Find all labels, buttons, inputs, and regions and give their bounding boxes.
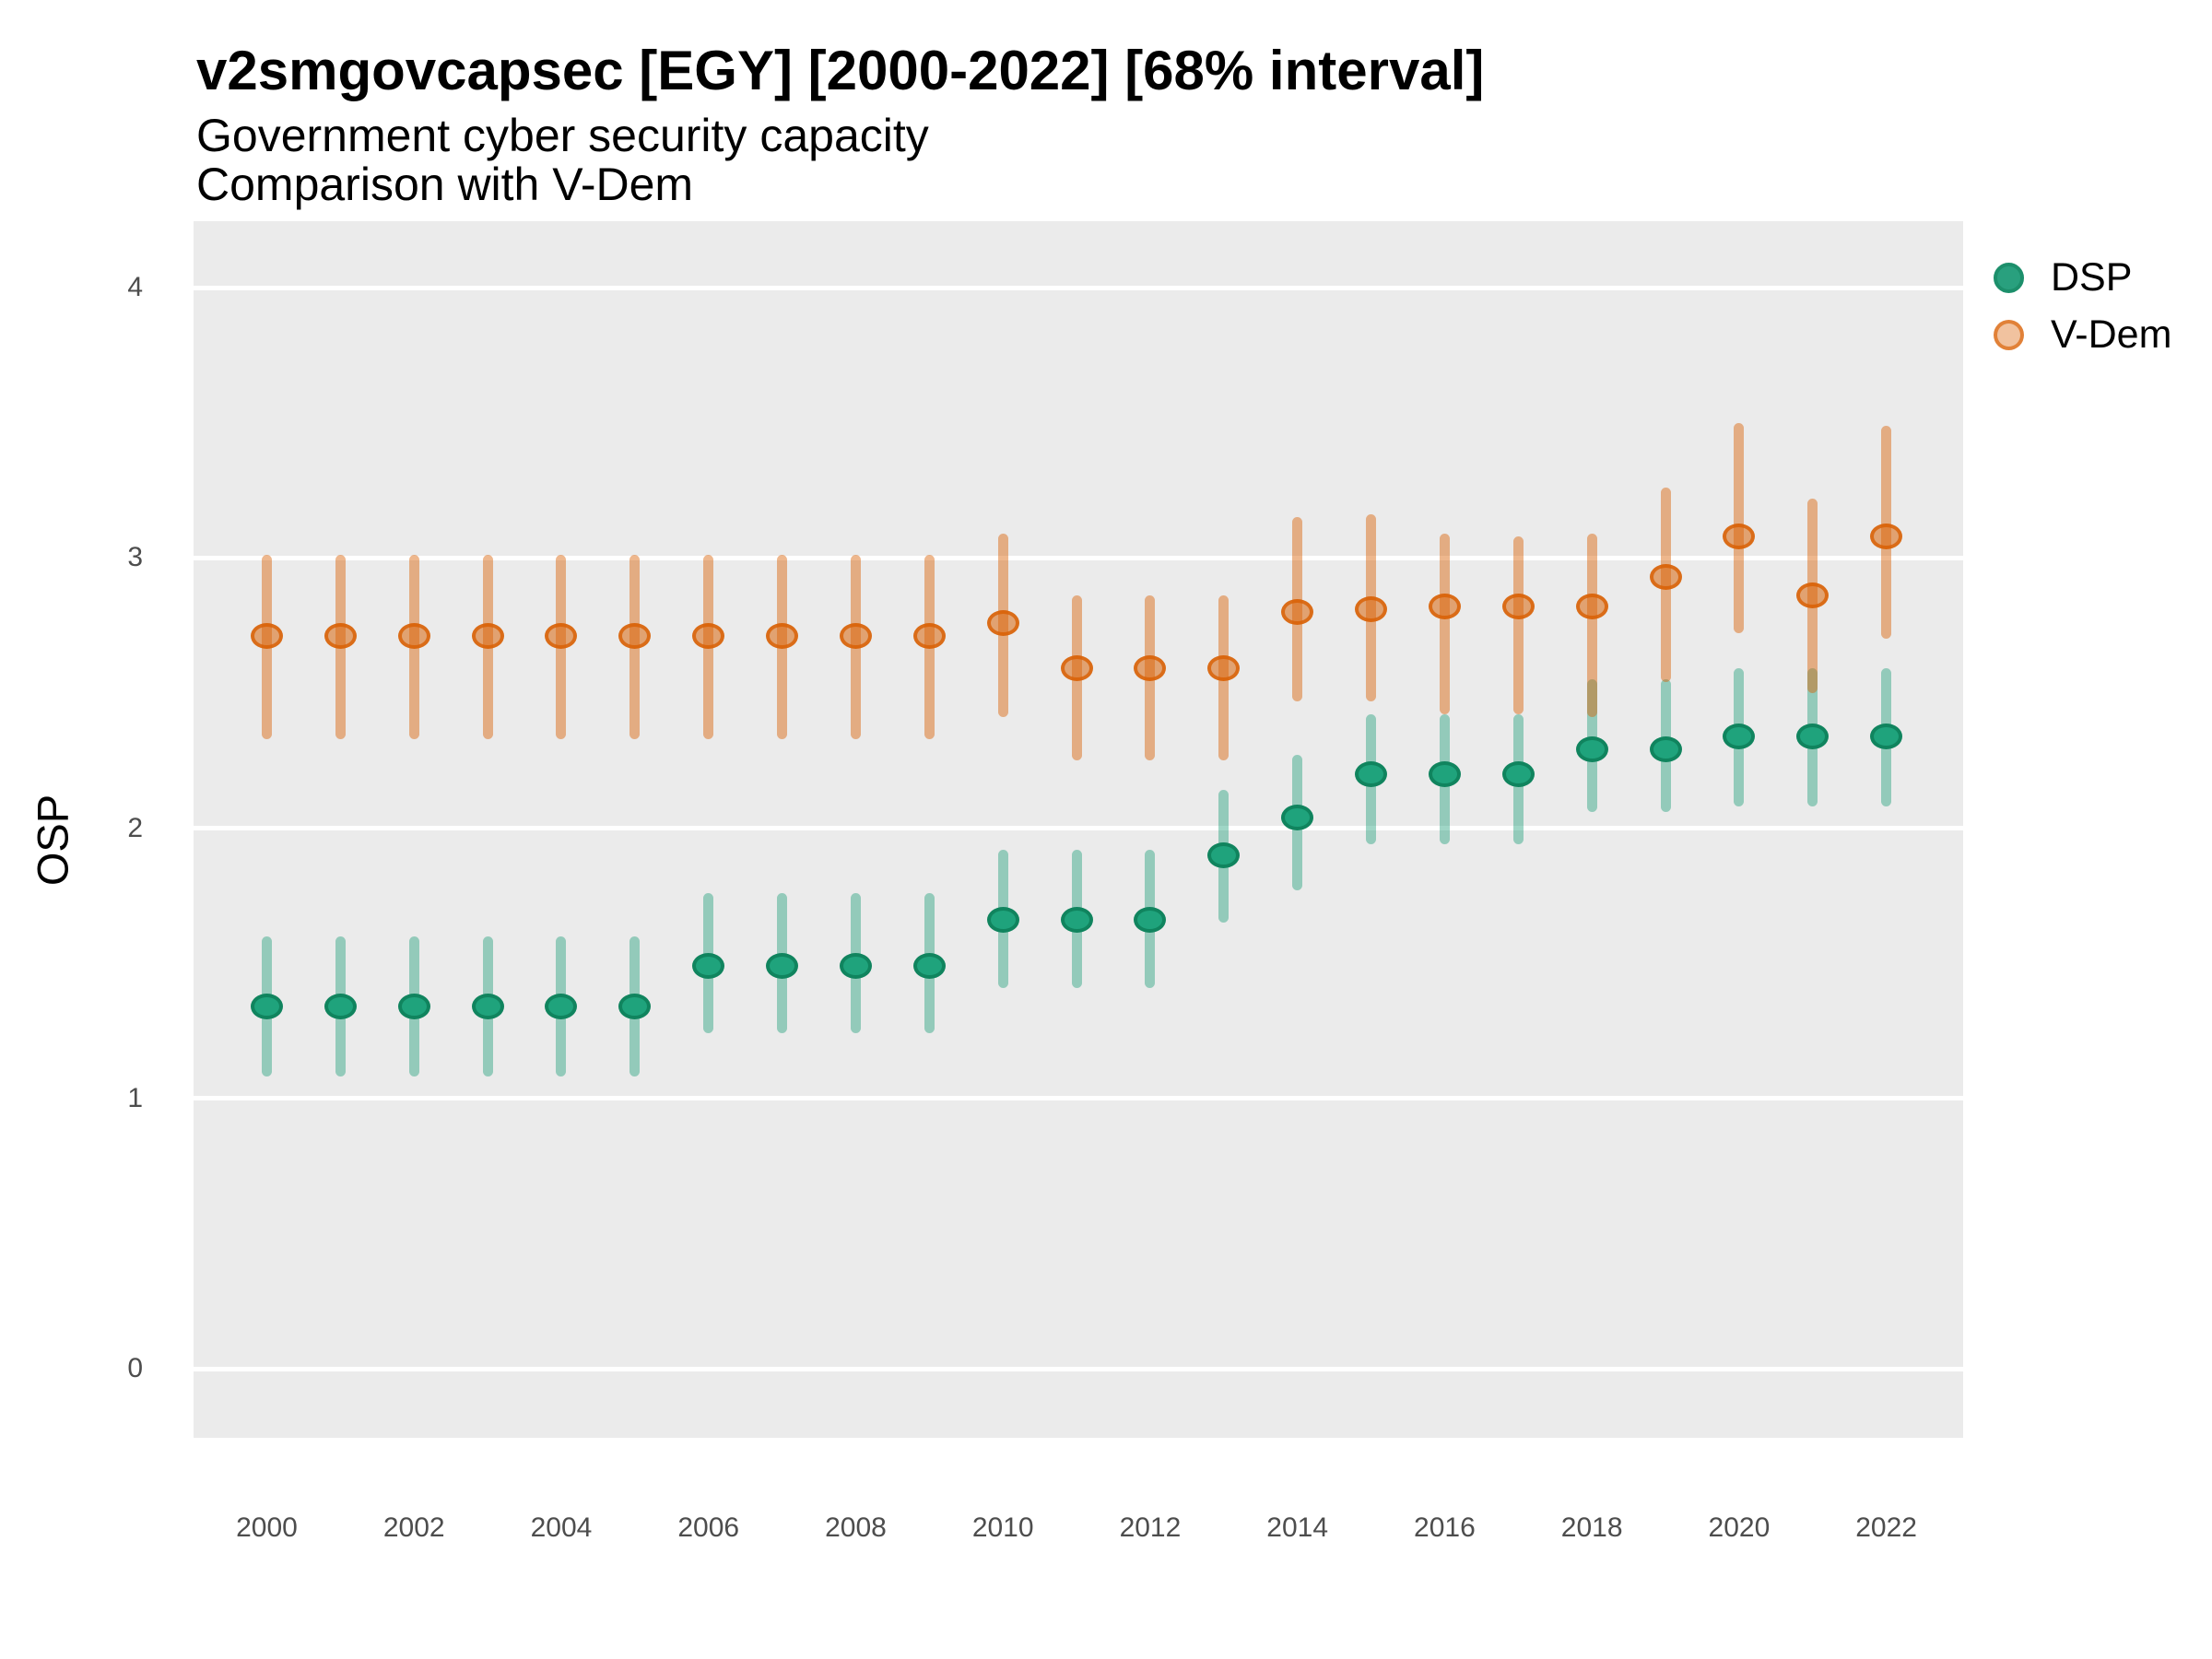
dsp-point-marker-2015 bbox=[1355, 760, 1388, 787]
vdem-point-marker-2012 bbox=[1134, 655, 1167, 682]
vdem-point-marker-2008 bbox=[839, 623, 872, 650]
y-tick-label-0: 0 bbox=[127, 1353, 143, 1383]
x-tick-label-2014: 2014 bbox=[1266, 1512, 1329, 1543]
vdem-point-marker-2015 bbox=[1355, 595, 1388, 622]
chart-title: v2smgovcapsec [EGY] [2000-2022] [68% int… bbox=[196, 40, 1485, 101]
x-tick-label-2000: 2000 bbox=[236, 1512, 298, 1543]
vdem-point-marker-2007 bbox=[766, 623, 799, 650]
x-tick-label-2008: 2008 bbox=[825, 1512, 887, 1543]
gridline-y-0 bbox=[194, 1366, 1963, 1371]
dsp-point-marker-2012 bbox=[1134, 907, 1167, 934]
y-tick-label-3: 3 bbox=[127, 542, 143, 573]
dsp-point-marker-2013 bbox=[1207, 841, 1241, 868]
dsp-point-marker-2002 bbox=[397, 994, 430, 1020]
vdem-point-marker-2010 bbox=[986, 609, 1019, 636]
dsp-point-marker-2004 bbox=[545, 994, 578, 1020]
dsp-point-marker-2006 bbox=[692, 953, 725, 980]
x-tick-label-2016: 2016 bbox=[1414, 1512, 1476, 1543]
vdem-point-marker-2004 bbox=[545, 623, 578, 650]
vdem-point-marker-2021 bbox=[1796, 582, 1830, 609]
vdem-point-marker-2022 bbox=[1870, 523, 1903, 549]
dsp-point-marker-2011 bbox=[1060, 907, 1093, 934]
x-tick-label-2012: 2012 bbox=[1119, 1512, 1182, 1543]
dsp-point-marker-2017 bbox=[1501, 760, 1535, 787]
dsp-point-marker-2019 bbox=[1649, 736, 1682, 763]
dsp-point-marker-2014 bbox=[1281, 804, 1314, 830]
gridline-y-2 bbox=[194, 826, 1963, 830]
dsp-point-icon bbox=[1994, 262, 2024, 293]
gridline-y-1 bbox=[194, 1096, 1963, 1101]
vdem-point-marker-2001 bbox=[324, 623, 357, 650]
dsp-point-marker-2010 bbox=[986, 907, 1019, 934]
x-tick-label-2006: 2006 bbox=[677, 1512, 740, 1543]
legend-item-vdem: V-Dem bbox=[1994, 306, 2171, 363]
gridline-y-4 bbox=[194, 285, 1963, 290]
vdem-point-marker-2011 bbox=[1060, 655, 1093, 682]
vdem-interval-bar-2017 bbox=[1512, 535, 1524, 715]
x-tick-label-2018: 2018 bbox=[1560, 1512, 1623, 1543]
vdem-point-marker-2009 bbox=[912, 623, 946, 650]
y-tick-label-1: 1 bbox=[127, 1082, 143, 1113]
dsp-point-marker-2003 bbox=[471, 994, 504, 1020]
gridline-y-3 bbox=[194, 555, 1963, 560]
x-tick-label-2004: 2004 bbox=[530, 1512, 593, 1543]
dsp-point-marker-2009 bbox=[912, 953, 946, 980]
x-tick-label-2022: 2022 bbox=[1855, 1512, 1917, 1543]
dsp-point-marker-2021 bbox=[1796, 723, 1830, 749]
vdem-interval-bar-2016 bbox=[1439, 533, 1450, 715]
dsp-point-marker-2016 bbox=[1428, 760, 1461, 787]
x-tick-label-2010: 2010 bbox=[971, 1512, 1034, 1543]
vdem-point-marker-2002 bbox=[397, 623, 430, 650]
vdem-interval-bar-2018 bbox=[1586, 533, 1597, 718]
vdem-point-marker-2000 bbox=[251, 623, 283, 650]
vdem-point-marker-2003 bbox=[471, 623, 504, 650]
dsp-point-marker-2008 bbox=[839, 953, 872, 980]
legend: DSP V-Dem bbox=[1994, 249, 2171, 363]
vdem-point-marker-2013 bbox=[1207, 655, 1241, 682]
dsp-point-marker-2005 bbox=[618, 994, 652, 1020]
vdem-point-marker-2005 bbox=[618, 623, 652, 650]
vdem-point-marker-2014 bbox=[1281, 598, 1314, 625]
vdem-point-marker-2020 bbox=[1723, 523, 1756, 549]
dsp-point-marker-2001 bbox=[324, 994, 357, 1020]
y-tick-label-2: 2 bbox=[127, 812, 143, 843]
dsp-point-marker-2007 bbox=[766, 953, 799, 980]
x-tick-label-2020: 2020 bbox=[1708, 1512, 1771, 1543]
legend-label-vdem: V-Dem bbox=[2051, 312, 2172, 357]
dsp-point-marker-2018 bbox=[1575, 736, 1608, 763]
dsp-point-marker-2020 bbox=[1723, 723, 1756, 749]
dsp-point-marker-2022 bbox=[1870, 723, 1903, 749]
vdem-point-icon bbox=[1994, 319, 2024, 350]
y-tick-label-4: 4 bbox=[127, 272, 143, 302]
chart-subtitle-comparison: Comparison with V-Dem bbox=[196, 159, 694, 210]
vdem-point-marker-2018 bbox=[1575, 594, 1608, 620]
dsp-point-marker-2000 bbox=[251, 994, 283, 1020]
vdem-point-marker-2017 bbox=[1501, 594, 1535, 620]
chart-subtitle: Government cyber security capacity bbox=[196, 110, 929, 161]
vdem-point-marker-2016 bbox=[1428, 594, 1461, 620]
vdem-point-marker-2019 bbox=[1649, 563, 1682, 590]
x-tick-label-2002: 2002 bbox=[382, 1512, 445, 1543]
legend-item-dsp: DSP bbox=[1994, 249, 2171, 306]
plot-panel bbox=[194, 221, 1963, 1438]
vdem-point-marker-2006 bbox=[692, 623, 725, 650]
legend-label-dsp: DSP bbox=[2051, 254, 2133, 300]
